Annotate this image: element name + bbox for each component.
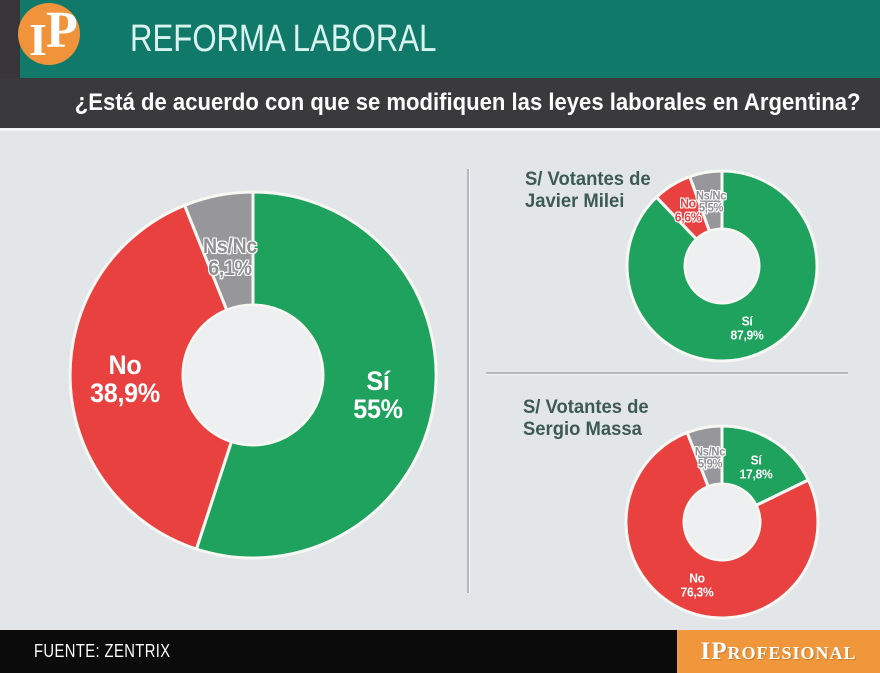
donut-slice-total-nsnc — [183, 190, 255, 312]
brand-badge: IPROFESIONAL — [677, 630, 880, 673]
slice-label-massa-nsnc: Ns/Nc 5,9% — [694, 444, 726, 471]
donut-hole-milei — [686, 230, 758, 302]
chart-title-milei: S/ Votantes de Javier Milei — [525, 169, 651, 213]
page-title: REFORMA LABORAL — [130, 17, 437, 60]
chart-title-massa: S/ Votantes de Sergio Massa — [523, 397, 649, 441]
question-bar: ¿Está de acuerdo con que se modifiquen l… — [0, 78, 880, 128]
logo-letter-i: I — [29, 14, 47, 65]
question-text: ¿Está de acuerdo con que se modifiquen l… — [74, 89, 861, 116]
horizontal-divider — [486, 372, 848, 374]
donut-slice-milei-s — [625, 169, 819, 363]
slice-label-total-no: No 38,9% — [90, 349, 160, 408]
header-bar: REFORMA LABORAL — [20, 0, 880, 78]
donut-slice-massa-nsnc — [685, 424, 724, 489]
charts-area: Sí 55% No 38,9% Ns/Nc 6,1% Sí 87,9% No 6,6% N… — [0, 128, 880, 630]
slice-label-total-s: Sí 55% — [353, 365, 403, 424]
logo-letter-p: P — [46, 2, 78, 59]
brand-rofesional: ROFESIONAL — [727, 642, 857, 663]
donut-slice-massa-no — [624, 431, 820, 620]
donut-slice-massa-s — [720, 424, 810, 507]
donut-hole-massa — [685, 485, 759, 559]
slice-label-milei-no: No 6,6% — [674, 195, 702, 224]
source-text: FUENTE: ZENTRIX — [34, 641, 171, 661]
slice-label-milei-s: Sí 87,9% — [730, 313, 764, 342]
ip-logo: I P — [18, 3, 80, 65]
donut-slice-total-s — [194, 190, 438, 560]
slice-label-massa-no: No 76,3% — [680, 570, 714, 599]
slice-label-total-nsnc: Ns/Nc 6,1% — [203, 235, 257, 280]
brand-logo-text: IPROFESIONAL — [700, 638, 856, 666]
donut-charts-canvas — [68, 169, 820, 620]
donut-slice-total-no — [68, 203, 233, 551]
footer-bar: FUENTE: ZENTRIX IPROFESIONAL — [0, 630, 880, 673]
vertical-divider — [467, 169, 469, 593]
donut-slice-milei-nsnc — [688, 169, 724, 233]
brand-ip: IP — [700, 637, 728, 665]
slice-label-milei-nsnc: Ns/Nc 5,5% — [695, 188, 727, 215]
donut-hole-total — [184, 306, 322, 444]
slice-label-massa-s: Sí 17,8% — [739, 452, 773, 481]
